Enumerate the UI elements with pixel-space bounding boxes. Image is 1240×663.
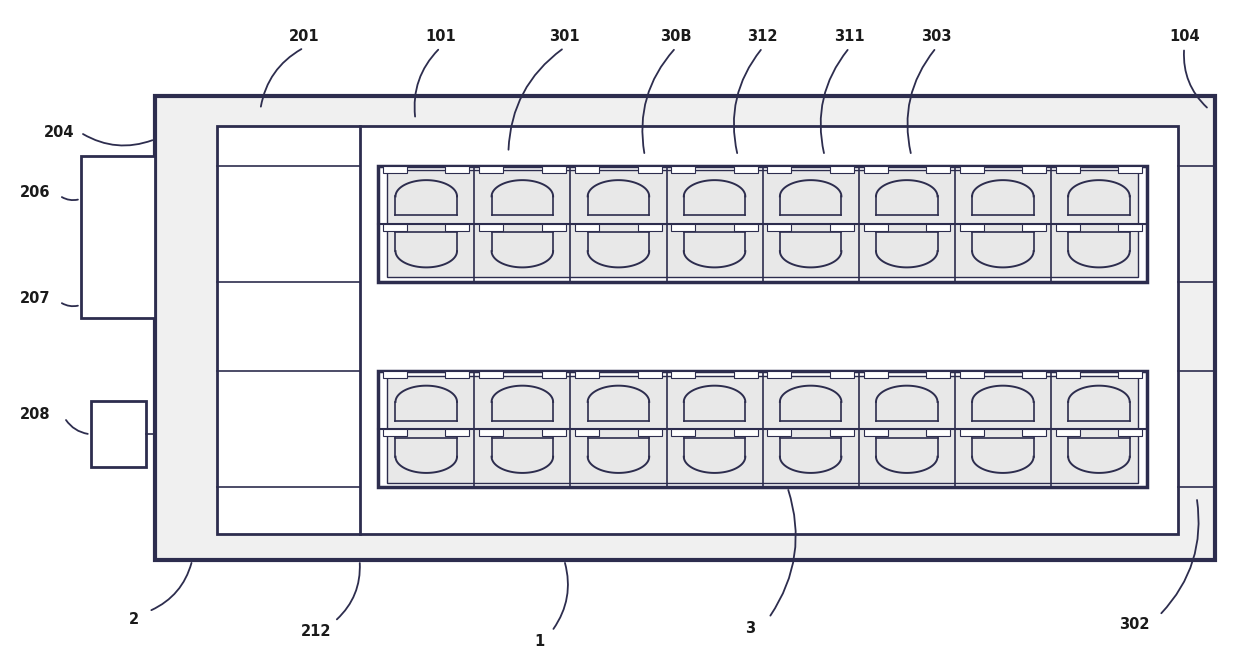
Bar [479,371,503,378]
Bar [479,430,503,436]
Bar [575,224,599,231]
Bar [1118,224,1142,231]
Text: 302: 302 [1120,617,1149,632]
Bar [445,430,470,436]
Bar [383,166,407,172]
Bar [575,166,599,172]
Bar [1118,166,1142,172]
Bar [830,371,854,378]
Bar [1022,224,1047,231]
Text: 201: 201 [289,29,319,44]
Bar [1055,371,1080,378]
Bar [542,371,565,378]
Text: 101: 101 [425,29,455,44]
Bar [637,371,662,378]
Bar [926,430,950,436]
Bar [830,224,854,231]
Bar [863,224,888,231]
Bar [637,224,662,231]
Bar [768,224,791,231]
Bar [383,371,407,378]
Bar [479,224,503,231]
Text: 1: 1 [534,634,544,649]
Text: 311: 311 [835,29,864,44]
Bar [830,430,854,436]
Bar [445,224,470,231]
Bar [1055,166,1080,172]
Bar [542,224,565,231]
Text: 204: 204 [45,125,74,140]
Bar [1118,430,1142,436]
Bar [768,371,791,378]
Bar [542,166,565,172]
Bar [960,430,983,436]
Bar [91,401,146,467]
Bar [378,371,1147,487]
Bar [81,156,155,318]
Bar [734,430,758,436]
Text: 104: 104 [1169,29,1199,44]
Bar [445,166,470,172]
Bar [383,430,407,436]
Bar [479,166,503,172]
Bar [926,166,950,172]
Bar [637,166,662,172]
Bar [1055,430,1080,436]
Bar [1022,166,1047,172]
Bar [387,376,1138,483]
Bar [637,430,662,436]
Bar [671,224,696,231]
Bar [926,224,950,231]
Text: 301: 301 [549,29,579,44]
Text: 312: 312 [748,29,777,44]
Text: 303: 303 [921,29,951,44]
Bar [734,166,758,172]
Bar [863,371,888,378]
Bar [542,430,565,436]
Text: 207: 207 [20,291,50,306]
Bar [445,371,470,378]
Bar [671,166,696,172]
Bar [768,430,791,436]
Bar [1118,371,1142,378]
Bar [575,371,599,378]
Bar [383,224,407,231]
Bar [734,371,758,378]
Bar [734,224,758,231]
Bar [960,371,983,378]
Bar [217,126,1178,534]
Text: 212: 212 [301,624,331,638]
Bar [378,166,1147,282]
Text: 30B: 30B [660,29,692,44]
Text: 3: 3 [745,621,755,636]
Text: 2: 2 [129,613,139,627]
Bar [830,166,854,172]
Bar [155,96,1215,560]
Bar [671,430,696,436]
Bar [926,371,950,378]
Bar [863,166,888,172]
Bar [960,166,983,172]
Bar [671,371,696,378]
Bar [768,166,791,172]
Bar [1055,224,1080,231]
Text: 208: 208 [20,407,50,422]
Text: 206: 206 [20,185,50,200]
Bar [387,170,1138,277]
Bar [1022,430,1047,436]
Bar [1022,371,1047,378]
Bar [960,224,983,231]
Bar [863,430,888,436]
Bar [575,430,599,436]
